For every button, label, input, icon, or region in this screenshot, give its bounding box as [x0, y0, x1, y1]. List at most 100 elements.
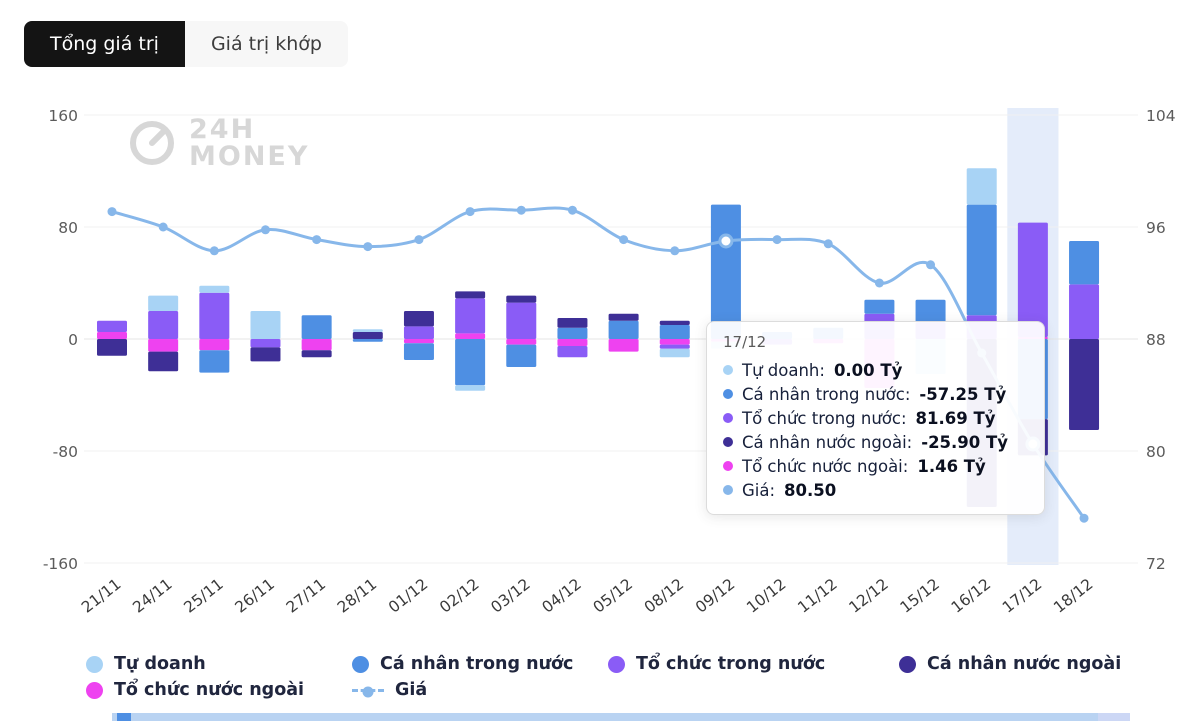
price-point[interactable] — [107, 207, 117, 217]
bar-segment[interactable] — [557, 346, 588, 358]
x-axis-label: 21/11 — [78, 575, 124, 617]
bar-segment[interactable] — [301, 315, 332, 339]
bar-segment[interactable] — [506, 344, 537, 367]
bar-segment[interactable] — [148, 339, 179, 352]
x-axis-label: 10/12 — [743, 575, 789, 617]
tooltip-series-label: Tổ chức nước ngoài: — [742, 456, 909, 476]
bar-segment[interactable] — [1069, 284, 1100, 339]
bar-segment[interactable] — [403, 311, 434, 327]
bar-segment[interactable] — [557, 318, 588, 328]
bar-segment[interactable] — [608, 339, 639, 352]
bar-segment[interactable] — [199, 339, 230, 351]
bar-segment[interactable] — [506, 302, 537, 339]
price-point[interactable] — [670, 246, 680, 256]
bar-segment[interactable] — [915, 299, 946, 323]
x-axis-label: 18/12 — [1050, 575, 1096, 617]
x-axis-label: 09/12 — [692, 575, 738, 617]
bar-segment[interactable] — [403, 343, 434, 360]
y-axis-label-right: 104 — [1146, 107, 1176, 125]
bar-segment[interactable] — [1017, 222, 1048, 337]
y-axis-label-left: 0 — [68, 331, 78, 349]
y-axis-label-left: -80 — [53, 443, 78, 461]
bar-segment[interactable] — [659, 348, 690, 358]
bar-segment[interactable] — [659, 320, 690, 325]
bar-segment[interactable] — [301, 339, 332, 351]
bar-segment[interactable] — [403, 339, 434, 344]
bar-segment[interactable] — [557, 327, 588, 339]
bar-segment[interactable] — [608, 313, 639, 321]
legend-item-gia[interactable]: Giá — [352, 678, 608, 702]
bar-segment[interactable] — [352, 332, 383, 339]
tab-gia-tri-khop[interactable]: Giá trị khớp — [184, 21, 348, 67]
bar-segment[interactable] — [148, 295, 179, 311]
bar-segment[interactable] — [97, 320, 127, 332]
bar-segment[interactable] — [199, 350, 230, 373]
price-point[interactable] — [465, 207, 475, 217]
price-point[interactable] — [772, 235, 782, 245]
series-color-dot — [723, 485, 733, 495]
tooltip-series-label: Cá nhân trong nước: — [742, 384, 911, 404]
legend-item-tu-doanh[interactable]: Tự doanh — [86, 652, 352, 676]
price-point[interactable] — [158, 222, 168, 232]
bar-segment[interactable] — [352, 329, 383, 332]
bar-segment[interactable] — [250, 347, 281, 362]
tooltip: 17/12 Tự doanh: 0.00 Tỷ Cá nhân trong nư… — [706, 321, 1045, 515]
tab-tong-gia-tri[interactable]: Tổng giá trị — [24, 21, 185, 67]
bar-segment[interactable] — [1069, 339, 1100, 430]
price-point[interactable] — [260, 225, 270, 235]
bar-segment[interactable] — [97, 332, 127, 339]
bar-segment[interactable] — [966, 204, 997, 316]
bar-segment[interactable] — [557, 339, 588, 346]
bar-segment[interactable] — [148, 351, 179, 372]
bar-segment[interactable] — [250, 311, 281, 339]
price-point[interactable] — [1079, 513, 1089, 523]
bar-segment[interactable] — [506, 295, 537, 303]
bar-segment[interactable] — [97, 339, 127, 356]
legend-item-ca-nhan-trong-nuoc[interactable]: Cá nhân trong nước — [352, 652, 608, 676]
bar-segment[interactable] — [659, 339, 690, 345]
bar-segment[interactable] — [710, 204, 741, 339]
tooltip-date: 17/12 — [723, 333, 767, 351]
bar-segment[interactable] — [455, 298, 486, 334]
tooltip-series-label: Giá: — [742, 480, 776, 500]
bar-segment[interactable] — [1069, 241, 1100, 285]
legend: Tự doanh Cá nhân trong nước Tổ chức tron… — [86, 652, 1121, 702]
bar-segment[interactable] — [199, 292, 230, 339]
bar-segment[interactable] — [352, 339, 383, 342]
x-axis-label: 08/12 — [641, 575, 687, 617]
tooltip-series-value: 81.69 Tỷ — [915, 408, 996, 428]
legend-item-to-chuc-nuoc-ngoai[interactable]: Tổ chức nước ngoài — [86, 678, 352, 702]
bar-segment[interactable] — [250, 339, 281, 348]
price-point[interactable] — [516, 205, 526, 215]
bar-segment[interactable] — [455, 333, 486, 339]
bar-segment[interactable] — [455, 385, 486, 391]
price-point[interactable] — [874, 278, 884, 288]
bar-segment[interactable] — [148, 311, 179, 339]
price-point[interactable] — [209, 246, 219, 256]
legend-item-to-chuc-trong-nuoc[interactable]: Tổ chức trong nước — [608, 652, 899, 676]
bar-segment[interactable] — [659, 325, 690, 339]
bar-segment[interactable] — [455, 291, 486, 299]
bar-segment[interactable] — [608, 320, 639, 339]
bar-segment[interactable] — [506, 339, 537, 345]
price-point[interactable] — [567, 205, 577, 215]
price-point[interactable] — [718, 233, 734, 249]
legend-color-dot — [352, 655, 369, 673]
price-point[interactable] — [823, 239, 833, 249]
bar-segment[interactable] — [659, 344, 690, 349]
bar-segment[interactable] — [966, 168, 997, 205]
y-axis-label-right: 96 — [1146, 219, 1166, 237]
price-point[interactable] — [414, 235, 424, 245]
bar-segment[interactable] — [301, 350, 332, 358]
x-axis-label: 25/11 — [180, 575, 226, 617]
bar-segment[interactable] — [403, 326, 434, 339]
y-axis-label-right: 80 — [1146, 443, 1166, 461]
price-point[interactable] — [312, 235, 322, 245]
price-point[interactable] — [926, 260, 936, 270]
price-point[interactable] — [363, 242, 373, 252]
price-point[interactable] — [619, 235, 629, 245]
legend-item-ca-nhan-nuoc-ngoai[interactable]: Cá nhân nước ngoài — [899, 652, 1121, 676]
bar-segment[interactable] — [864, 299, 895, 314]
bar-segment[interactable] — [455, 339, 486, 386]
bar-segment[interactable] — [199, 285, 230, 293]
